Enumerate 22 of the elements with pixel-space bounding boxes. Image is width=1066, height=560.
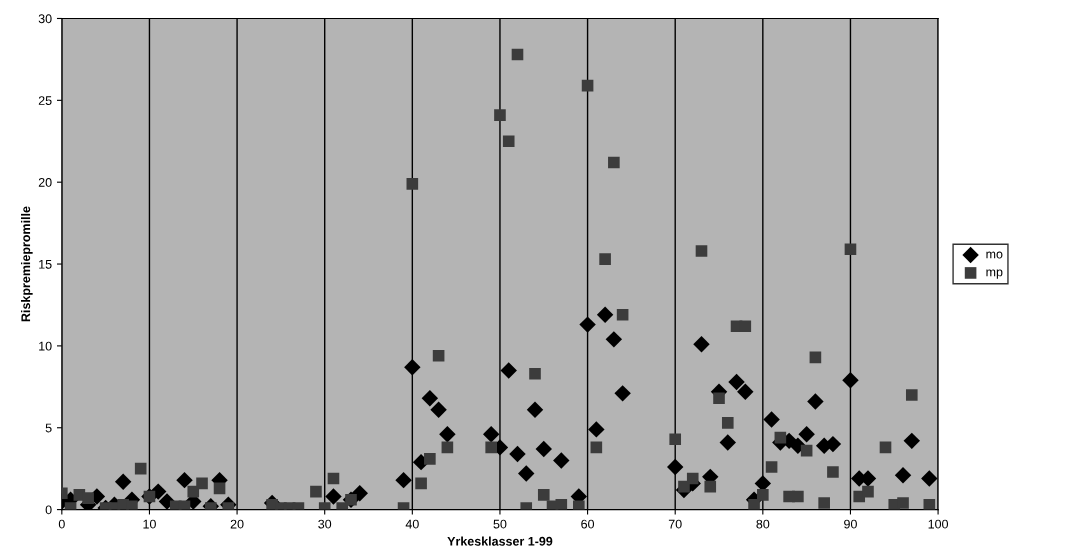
legend-label: mo xyxy=(986,251,1003,259)
x-tick-label: 20 xyxy=(230,519,244,529)
x-tick-label: 40 xyxy=(405,519,419,529)
x-tick-label: 50 xyxy=(493,519,507,529)
x-axis-title: Yrkesklasser 1-99 xyxy=(447,536,553,546)
x-tick-label: 0 xyxy=(58,519,65,529)
x-tick-label: 70 xyxy=(668,519,682,529)
y-tick-label: 25 xyxy=(38,96,52,105)
y-tick-label: 10 xyxy=(39,341,52,351)
y-tick-label: 20 xyxy=(38,177,52,187)
y-tick-label: 0 xyxy=(45,505,52,515)
x-tick-label: 30 xyxy=(318,519,332,529)
y-tick-label: 15 xyxy=(39,259,52,269)
x-tick-label: 60 xyxy=(581,519,595,529)
x-tick-label: 100 xyxy=(928,519,949,529)
y-tick-label: 5 xyxy=(45,423,52,433)
legend-label: mp xyxy=(986,269,1003,279)
y-tick-label: 30 xyxy=(38,14,52,24)
x-tick-label: 10 xyxy=(143,519,156,529)
x-tick-label: 90 xyxy=(844,519,857,529)
y-axis-title: Riskpremiepromille xyxy=(21,206,33,322)
x-tick-label: 80 xyxy=(756,519,770,529)
